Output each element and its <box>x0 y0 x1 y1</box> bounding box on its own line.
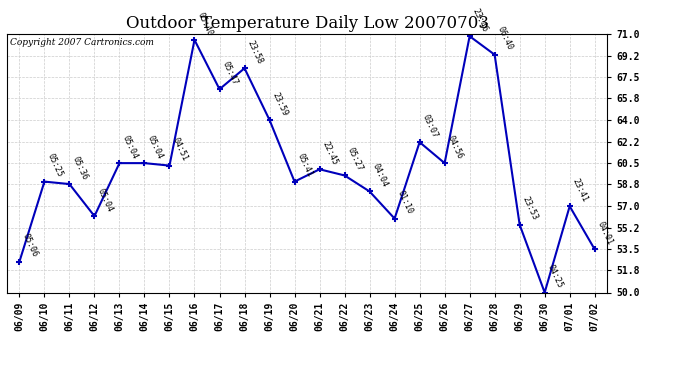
Text: 23:46: 23:46 <box>471 7 490 33</box>
Text: 05:04: 05:04 <box>96 187 115 213</box>
Text: 05:36: 05:36 <box>71 155 90 181</box>
Text: 06:40: 06:40 <box>496 26 515 52</box>
Text: 23:58: 23:58 <box>246 39 265 66</box>
Text: 05:41: 05:41 <box>296 152 315 179</box>
Text: 04:01: 04:01 <box>596 220 615 247</box>
Text: 04:56: 04:56 <box>446 134 465 160</box>
Text: 01:10: 01:10 <box>396 189 415 216</box>
Text: 05:04: 05:04 <box>146 134 165 160</box>
Text: 04:25: 04:25 <box>546 263 565 290</box>
Title: Outdoor Temperature Daily Low 20070703: Outdoor Temperature Daily Low 20070703 <box>126 15 489 32</box>
Text: Copyright 2007 Cartronics.com: Copyright 2007 Cartronics.com <box>10 38 154 46</box>
Text: 23:59: 23:59 <box>271 91 290 117</box>
Text: 23:53: 23:53 <box>521 195 540 222</box>
Text: 04:51: 04:51 <box>171 136 190 163</box>
Text: 23:41: 23:41 <box>571 177 590 204</box>
Text: 03:07: 03:07 <box>421 113 440 140</box>
Text: 04:04: 04:04 <box>371 162 390 189</box>
Text: 05:47: 05:47 <box>221 60 239 86</box>
Text: 05:27: 05:27 <box>346 146 365 172</box>
Text: 05:40: 05:40 <box>196 10 215 37</box>
Text: 05:25: 05:25 <box>46 152 65 179</box>
Text: 05:06: 05:06 <box>21 232 39 259</box>
Text: 05:04: 05:04 <box>121 134 139 160</box>
Text: 22:45: 22:45 <box>321 140 339 166</box>
